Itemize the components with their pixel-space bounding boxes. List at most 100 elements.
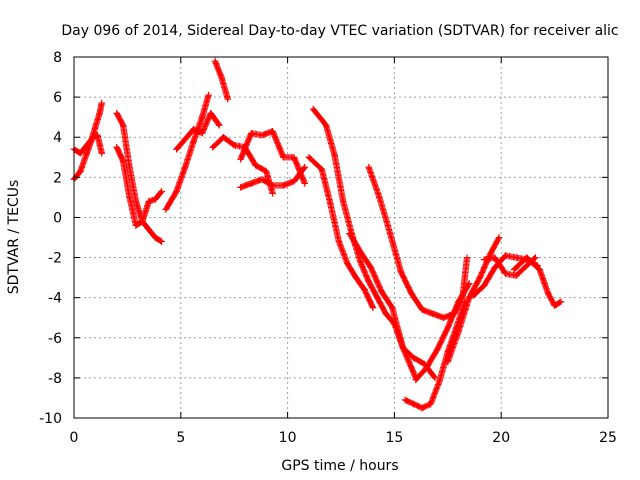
data-point (119, 122, 127, 129)
data-point (139, 218, 146, 225)
data-point (367, 264, 375, 271)
data-point (113, 110, 120, 117)
series-6 (173, 110, 223, 153)
series-markers (113, 110, 165, 225)
data-point (502, 252, 509, 259)
data-point (523, 262, 530, 269)
data-point (290, 178, 298, 185)
data-point (513, 272, 520, 279)
data-point (173, 188, 180, 195)
data-point (491, 254, 498, 261)
data-point (369, 304, 377, 311)
data-point (545, 290, 552, 297)
data-point (94, 132, 101, 139)
series-16 (412, 280, 473, 384)
data-point (427, 400, 434, 408)
data-point (480, 282, 488, 289)
data-point (132, 222, 140, 229)
data-point (382, 310, 390, 317)
x-tick-label: 10 (279, 430, 297, 446)
y-axis-label: SDTVAR / TECUs (6, 180, 22, 295)
data-point (376, 194, 383, 201)
data-point (280, 154, 287, 161)
data-point (357, 258, 364, 265)
data-point (357, 248, 364, 255)
data-point (463, 254, 471, 261)
data-point (310, 105, 317, 113)
data-point (252, 162, 259, 169)
data-point (365, 164, 372, 171)
data-point (152, 196, 159, 203)
data-point (444, 324, 451, 331)
x-axis-label: GPS time / hours (281, 458, 398, 474)
data-point (532, 254, 539, 261)
data-point (378, 288, 385, 295)
data-point (269, 182, 276, 189)
data-point (335, 238, 343, 245)
y-tick-label: 8 (53, 50, 62, 66)
data-point (455, 298, 462, 305)
data-point (374, 294, 381, 301)
data-point (352, 274, 360, 281)
data-point (361, 286, 368, 293)
data-point (344, 260, 351, 267)
series-13 (346, 230, 439, 382)
series-4 (113, 144, 165, 245)
data-point (231, 142, 238, 149)
data-point (207, 110, 214, 117)
x-tick-label: 20 (492, 430, 510, 446)
data-point (209, 144, 216, 151)
data-point (258, 176, 266, 183)
data-point (318, 166, 325, 173)
data-point (224, 95, 231, 103)
series-5 (162, 91, 212, 213)
data-point (412, 376, 419, 384)
series-11 (305, 154, 377, 311)
data-point (327, 200, 334, 207)
data-point (513, 254, 520, 261)
data-point (408, 364, 415, 372)
data-point (145, 198, 152, 205)
data-point (98, 150, 105, 157)
data-point (113, 144, 120, 151)
data-point (433, 346, 441, 353)
data-point (158, 188, 165, 195)
data-point (220, 134, 227, 141)
data-point (181, 164, 189, 171)
y-tick-label: -6 (48, 331, 62, 347)
data-point (365, 278, 372, 285)
data-point (431, 374, 439, 382)
data-point (96, 110, 103, 117)
data-point (237, 184, 244, 191)
data-point (269, 128, 276, 135)
data-point (436, 378, 443, 386)
data-point (399, 344, 407, 351)
data-point (199, 130, 206, 137)
series-20 (510, 254, 565, 309)
data-point (119, 158, 127, 165)
data-point (173, 146, 180, 153)
data-point (290, 154, 298, 161)
data-point (440, 314, 447, 321)
series-19 (480, 254, 539, 279)
data-point (77, 168, 84, 175)
data-point (305, 154, 313, 161)
data-point (491, 264, 498, 271)
x-tick-label: 5 (176, 430, 185, 446)
y-tick-label: 6 (53, 90, 62, 106)
series-7 (211, 57, 231, 103)
data-point (248, 130, 255, 137)
data-point (92, 124, 99, 131)
data-point (455, 328, 462, 335)
data-point (536, 266, 543, 273)
series-10 (237, 164, 308, 191)
y-tick-label: -10 (39, 411, 62, 427)
data-point (126, 164, 133, 171)
data-point (410, 354, 417, 361)
data-point (557, 298, 565, 305)
data-point (495, 234, 503, 241)
data-point (77, 150, 84, 157)
data-point (480, 256, 488, 263)
chart-title: Day 096 of 2014, Sidereal Day-to-day VTE… (61, 23, 618, 39)
